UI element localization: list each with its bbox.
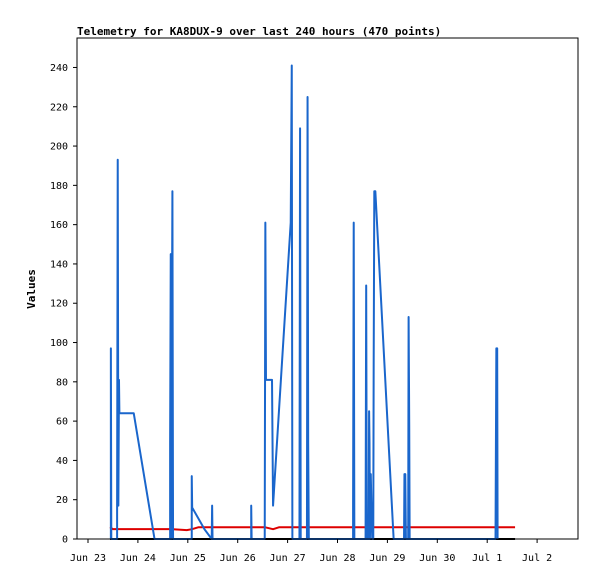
y-tick-label: 20 [56, 495, 68, 506]
x-tick-label: Jul 1 [472, 553, 502, 564]
y-tick-label: 120 [50, 299, 68, 310]
x-tick-label: Jul 2 [522, 553, 552, 564]
x-tick-label: Jun 24 [120, 553, 156, 564]
x-tick-label: Jun 25 [170, 553, 206, 564]
x-tick-label: Jun 26 [220, 553, 256, 564]
y-tick-label: 0 [62, 535, 68, 546]
x-tick-label: Jun 29 [369, 553, 405, 564]
y-axis: 0 20 40 60 80 100 120 140 160 180 200 220 240 [50, 63, 77, 546]
y-tick-label: 180 [50, 181, 68, 192]
y-tick-label: 220 [50, 102, 68, 113]
x-tick-label: Jun 27 [270, 553, 306, 564]
y-tick-label: 40 [56, 456, 68, 467]
plot-frame [76, 37, 579, 540]
x-tick-label: Jun 30 [419, 553, 455, 564]
chart-title: Telemetry for KA8DUX-9 over last 240 hou… [77, 25, 441, 38]
y-tick-label: 100 [50, 338, 68, 349]
series-layer [109, 64, 516, 540]
y-tick-label: 140 [50, 259, 68, 270]
y-tick-label: 240 [50, 63, 68, 74]
y-tick-label: 60 [56, 417, 68, 428]
y-tick-label: 160 [50, 220, 68, 231]
y-axis-label: Values [25, 269, 38, 309]
series-line-1 [109, 526, 516, 532]
x-tick-label: Jun 28 [319, 553, 355, 564]
x-tick-label: Jun 23 [70, 553, 106, 564]
y-tick-label: 80 [56, 377, 68, 388]
series-line-2 [109, 64, 499, 540]
y-tick-label: 200 [50, 142, 68, 153]
x-axis: Jun 23 Jun 24 Jun 25 Jun 26 Jun 27 Jun 28 Jun … [70, 539, 552, 564]
